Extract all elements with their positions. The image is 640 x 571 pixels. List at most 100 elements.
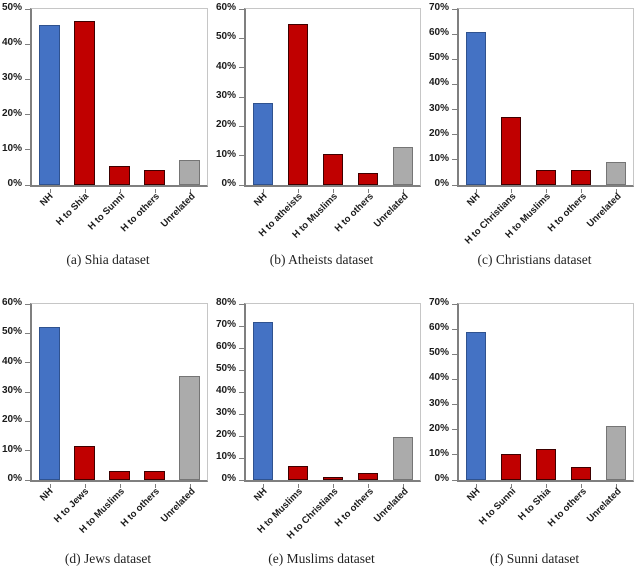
x-tick-mark — [189, 189, 191, 193]
x-axis-spacer — [0, 482, 30, 538]
bars-group — [459, 304, 633, 480]
chart-caption: (f) Sunni dataset — [489, 551, 580, 566]
bar — [535, 169, 557, 185]
chart-jews-dataset: 60% 50% 40% 30% 20% 10% 0% NH H to Jews H to Mus… — [0, 285, 214, 571]
y-tick-mark — [25, 78, 30, 80]
bar — [322, 154, 344, 185]
y-tick-mark — [25, 391, 30, 393]
y-tick-mark — [25, 184, 30, 186]
y-tick-label: 40% — [215, 60, 236, 72]
y-tick-label: 10% — [215, 451, 236, 462]
y-tick-label: 10% — [1, 443, 22, 455]
plot-area — [452, 8, 634, 193]
y-tick-mark — [239, 479, 244, 481]
y-tick-mark — [452, 353, 457, 355]
bar — [392, 437, 413, 480]
y-tick-label: 40% — [1, 37, 22, 49]
plot-row: 50% 40% 30% 20% 10% 0% — [0, 3, 208, 193]
y-tick-label: 30% — [1, 385, 22, 396]
x-category-label: H to Shia — [516, 486, 554, 523]
y-tick-label: 60% — [215, 2, 236, 13]
y-tick-label: 80% — [215, 297, 236, 308]
bar-slot — [459, 9, 494, 185]
x-axis-labels: NH H to Muslims H to Christians H to others… — [214, 482, 421, 542]
x-category-label: H to Shia — [54, 191, 92, 228]
x-axis-labels-inner: NH H to Christians H to Muslims H to others… — [457, 187, 634, 247]
bar-slot — [529, 9, 564, 185]
bar — [501, 453, 522, 480]
y-tick-mark — [452, 184, 457, 186]
y-tick-mark — [239, 184, 244, 186]
y-tick-label: 50% — [215, 363, 236, 374]
bar-slot — [385, 9, 420, 185]
plot-area — [452, 303, 634, 488]
bar-slot — [32, 304, 67, 480]
y-tick-label: 50% — [1, 326, 22, 338]
y-tick-label: 10% — [1, 142, 22, 154]
bar-slot — [385, 304, 420, 480]
y-tick-mark — [25, 420, 30, 422]
bars-group — [32, 9, 207, 185]
bar — [74, 446, 95, 480]
y-tick-mark — [239, 457, 244, 459]
y-tick-label: 20% — [1, 107, 22, 119]
y-tick-mark — [25, 114, 30, 116]
plot-area — [25, 8, 208, 193]
chart-caption: (b) Atheists dataset — [269, 252, 374, 267]
bar — [39, 327, 60, 480]
y-tick-mark — [25, 479, 30, 481]
x-tick-mark — [263, 189, 265, 193]
y-tick-mark — [25, 362, 30, 364]
y-tick-label: 30% — [428, 397, 449, 409]
y-tick-label: 40% — [1, 355, 22, 367]
bars-group — [246, 9, 420, 185]
x-tick-mark — [154, 189, 156, 193]
x-axis-labels-inner: NH H to Muslims H to Christians H to others… — [244, 482, 421, 542]
bar-slot — [67, 9, 102, 185]
bar-slot — [529, 304, 564, 480]
x-tick-mark — [546, 484, 547, 488]
x-tick-mark — [333, 189, 334, 193]
x-category-label: NH — [251, 191, 270, 209]
y-tick-mark — [239, 155, 244, 157]
plot-area — [239, 8, 421, 193]
bar-slot — [598, 304, 633, 480]
y-tick-mark — [25, 450, 30, 452]
bar — [357, 173, 378, 185]
chart-caption: (d) Jews dataset — [64, 551, 152, 566]
x-tick-mark — [367, 484, 369, 488]
y-tick-mark — [25, 303, 30, 305]
y-tick-label: 50% — [428, 52, 449, 64]
x-category-label: NH — [464, 486, 483, 504]
bar — [466, 31, 487, 185]
y-tick-label: 30% — [215, 407, 236, 418]
y-tick-mark — [239, 369, 244, 371]
x-tick-mark — [580, 189, 582, 193]
x-tick-mark — [615, 484, 617, 488]
y-tick-label: 0% — [221, 473, 236, 484]
chart-caption: (c) Christians dataset — [477, 252, 592, 267]
x-category-label: Unrelated — [372, 191, 412, 230]
bar — [179, 375, 200, 480]
x-tick-mark — [189, 484, 191, 488]
bar — [109, 165, 130, 185]
y-tick-mark — [452, 83, 457, 85]
y-axis: 50% 40% 30% 20% 10% 0% — [0, 3, 30, 189]
bar-slot — [598, 9, 633, 185]
y-tick-mark — [239, 8, 244, 10]
chart-shia-dataset: 50% 40% 30% 20% 10% 0% NH H to Shia H to Sunni H… — [0, 0, 214, 285]
x-axis-labels: NH H to Sunni H to Shia H to others Unrelate… — [427, 482, 634, 538]
x-axis-spacer — [214, 482, 244, 538]
bar-slot — [281, 9, 316, 185]
y-tick-mark — [452, 33, 457, 35]
chart-atheists-dataset: 60% 50% 40% 30% 20% 10% 0% NH H to atheists H to… — [214, 0, 427, 285]
y-tick-label: 60% — [1, 297, 22, 308]
y-tick-label: 60% — [215, 341, 236, 352]
bar — [570, 467, 591, 480]
bar — [39, 24, 60, 185]
y-tick-label: 30% — [215, 90, 236, 101]
y-tick-mark — [239, 413, 244, 415]
bar-slot — [246, 304, 281, 480]
bars-group — [459, 9, 633, 185]
x-axis-spacer — [427, 187, 457, 243]
